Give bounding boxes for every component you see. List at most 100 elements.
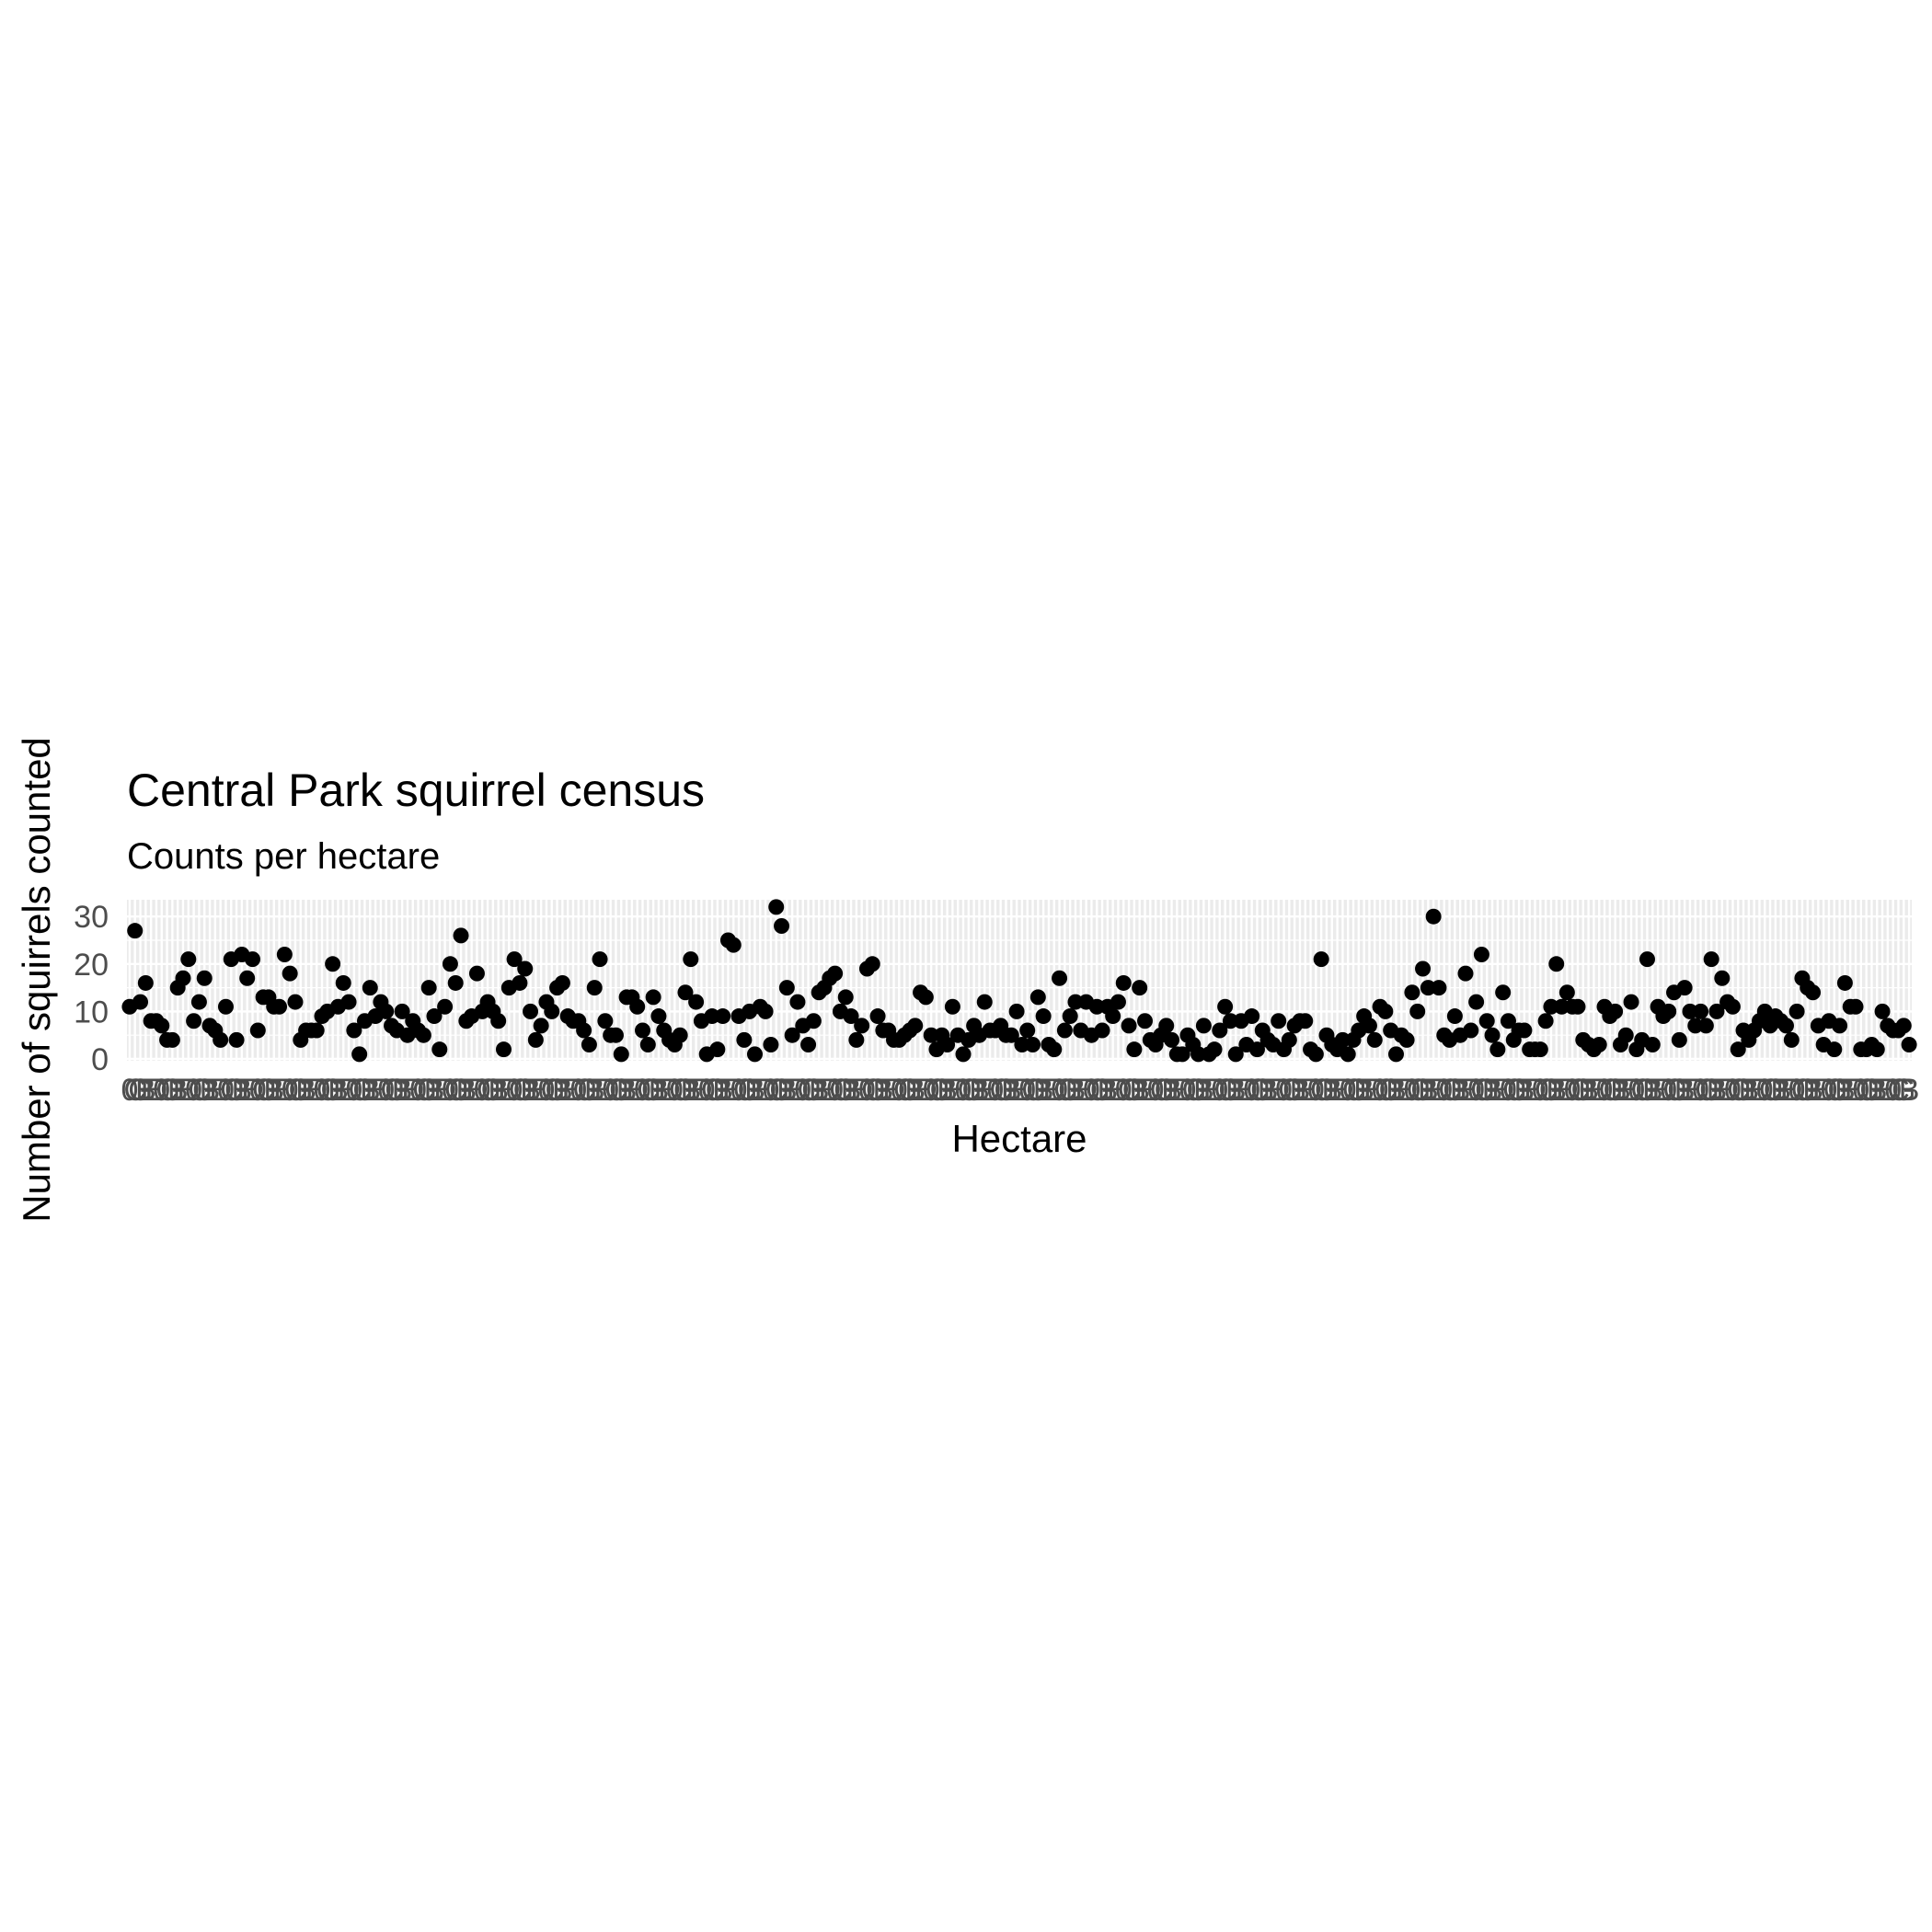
x-tick-label: G <box>352 1073 376 1108</box>
x-tick-label: 0 <box>1884 1073 1902 1108</box>
data-point <box>1088 998 1105 1015</box>
data-point <box>581 1037 597 1053</box>
data-point <box>768 899 785 915</box>
x-tick-label: 0 <box>1018 1073 1036 1108</box>
data-point <box>249 1022 266 1039</box>
x-tick-label: G <box>930 1073 954 1108</box>
data-point <box>1307 1046 1324 1063</box>
data-point <box>774 918 790 935</box>
x-tick-label: B <box>584 1073 605 1108</box>
x-tick-label: C <box>1021 1073 1044 1108</box>
data-point <box>1644 1037 1661 1053</box>
x-tick-label: B <box>1707 1073 1728 1108</box>
data-point <box>1164 1031 1180 1048</box>
x-tick-label: D <box>209 1073 232 1108</box>
data-point <box>843 1008 859 1025</box>
x-tick-label: E <box>750 1073 771 1108</box>
data-point <box>1724 998 1741 1015</box>
data-point <box>154 1018 170 1034</box>
x-tick-label: C <box>1470 1073 1493 1108</box>
data-point <box>490 1013 507 1029</box>
data-point <box>186 1013 202 1029</box>
data-point <box>592 951 608 968</box>
data-point <box>228 1031 245 1048</box>
data-point <box>778 980 795 996</box>
x-tick-label: E <box>1199 1073 1220 1108</box>
data-point <box>1126 1041 1143 1058</box>
x-tick-label: 0 <box>1372 1073 1389 1108</box>
x-tick-label: D <box>1716 1073 1739 1108</box>
data-point <box>1029 989 1046 1006</box>
x-tick-label: G <box>257 1073 281 1108</box>
x-tick-label: D <box>178 1073 201 1108</box>
x-tick-label: G <box>1155 1073 1179 1108</box>
x-tick-label: E <box>1616 1073 1637 1108</box>
x-tick-label: E <box>1711 1073 1732 1108</box>
x-tick-label: E <box>1070 1073 1091 1108</box>
x-tick-label: 0 <box>1243 1073 1260 1108</box>
x-tick-label: C <box>604 1073 627 1108</box>
data-point <box>1067 994 1084 1010</box>
x-tick-label: 0 <box>1532 1073 1549 1108</box>
x-tick-label: 0 <box>569 1073 587 1108</box>
data-point <box>1495 984 1512 1001</box>
data-point <box>340 994 357 1010</box>
data-point <box>1703 951 1719 968</box>
x-tick-label: G <box>769 1073 793 1108</box>
x-tick-label: E <box>1294 1073 1316 1108</box>
x-tick-label: E <box>974 1073 995 1108</box>
data-point <box>1661 1003 1677 1019</box>
data-point <box>1409 1003 1426 1019</box>
x-tick-label: 0 <box>1147 1073 1165 1108</box>
x-tick-label: D <box>947 1073 970 1108</box>
data-point <box>1805 984 1822 1001</box>
x-tick-label: C <box>893 1073 916 1108</box>
x-tick-label: E <box>1840 1073 1861 1108</box>
data-point <box>1431 980 1447 996</box>
data-point <box>1554 998 1570 1015</box>
x-tick-label: E <box>1359 1073 1380 1108</box>
x-tick-label: B <box>937 1073 958 1108</box>
data-point <box>586 980 603 996</box>
x-tick-label: E <box>173 1073 194 1108</box>
x-tick-label: B <box>1386 1073 1407 1108</box>
x-tick-label: 0 <box>666 1073 684 1108</box>
x-tick-label: G <box>1282 1073 1306 1108</box>
data-point <box>1115 974 1132 991</box>
x-tick-label: B <box>873 1073 894 1108</box>
x-tick-label: G <box>1667 1073 1691 1108</box>
x-tick-label: B <box>616 1073 638 1108</box>
x-tick-label: C <box>1053 1073 1076 1108</box>
data-point <box>1869 1041 1885 1058</box>
x-tick-label: B <box>424 1073 445 1108</box>
data-point <box>1105 1008 1121 1025</box>
data-point <box>196 970 213 986</box>
x-tick-label: C <box>1823 1073 1846 1108</box>
x-tick-label: B <box>680 1073 701 1108</box>
x-tick-label: D <box>1556 1073 1579 1108</box>
x-tick-label: D <box>305 1073 328 1108</box>
x-tick-label: B <box>1867 1073 1888 1108</box>
data-point <box>746 1046 763 1063</box>
x-tick-label: C <box>1310 1073 1333 1108</box>
data-point <box>1516 1022 1533 1039</box>
data-point <box>1217 998 1234 1015</box>
x-tick-label: 0 <box>1596 1073 1614 1108</box>
data-point <box>629 998 646 1015</box>
data-point <box>827 965 844 982</box>
x-tick-label: D <box>1075 1073 1098 1108</box>
data-point <box>287 994 304 1010</box>
x-tick-label: C <box>284 1073 307 1108</box>
x-tick-label: E <box>525 1073 546 1108</box>
data-point <box>683 951 699 968</box>
x-tick-label: D <box>626 1073 649 1108</box>
x-tick-label: D <box>787 1073 810 1108</box>
x-tick-label: E <box>1583 1073 1604 1108</box>
x-tick-label: B <box>488 1073 509 1108</box>
x-tick-label: G <box>481 1073 505 1108</box>
x-tick-label: D <box>145 1073 168 1108</box>
x-tick-label: 0 <box>1211 1073 1228 1108</box>
data-point <box>1697 1018 1714 1034</box>
x-tick-label: D <box>914 1073 937 1108</box>
x-tick-label: 0 <box>730 1073 748 1108</box>
